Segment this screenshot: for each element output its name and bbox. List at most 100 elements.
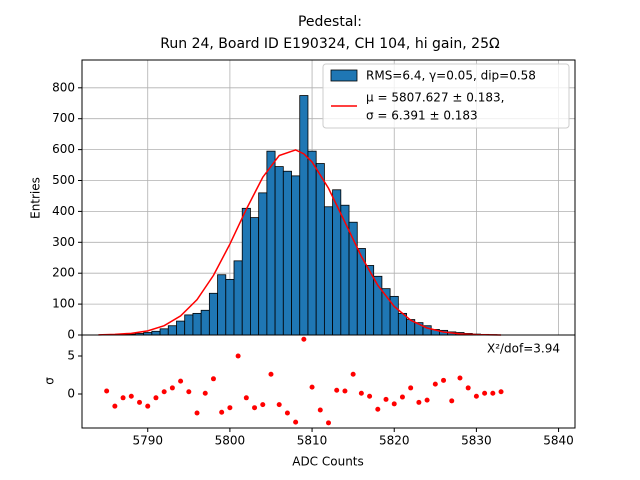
residual-point: [350, 371, 356, 377]
bar: [159, 328, 169, 336]
residual-point: [490, 390, 496, 396]
residual-point: [210, 376, 216, 382]
legend-label: μ = 5807.627 ± 0.183,: [366, 91, 504, 105]
residual-point: [202, 390, 208, 396]
chart-title: Pedestal:: [298, 14, 362, 30]
residual-point: [153, 395, 159, 401]
residual-point: [178, 378, 184, 384]
legend-label: σ = 6.391 ± 0.183: [366, 109, 478, 123]
bar: [225, 278, 235, 336]
residual-point: [120, 395, 126, 401]
residual-y-axis-label: σ: [43, 377, 57, 385]
residual-point: [342, 388, 348, 394]
y-tick-label: 700: [52, 111, 75, 125]
residual-point: [408, 385, 414, 391]
y-tick-label: 100: [52, 297, 75, 311]
bar: [250, 217, 260, 336]
residual-point: [252, 405, 258, 411]
residual-point: [334, 387, 340, 393]
residual-point: [383, 396, 389, 402]
residual-point: [441, 377, 447, 383]
residual-point: [498, 389, 504, 395]
residual-point: [260, 402, 266, 408]
bar: [151, 330, 161, 336]
bar: [217, 274, 227, 336]
legend-box: [322, 63, 570, 129]
residual-point: [145, 403, 151, 409]
residual-point: [416, 399, 422, 405]
bar: [184, 314, 194, 336]
residual-point: [169, 385, 175, 391]
residual-point: [243, 395, 249, 401]
residual-point: [457, 375, 463, 381]
residual-point: [219, 409, 225, 415]
residual-point: [317, 407, 323, 413]
residual-point: [309, 384, 315, 390]
residual-point: [375, 406, 381, 412]
residual-point: [112, 403, 118, 409]
bar: [208, 292, 218, 336]
residual-point: [104, 388, 110, 394]
bar: [167, 325, 177, 336]
residual-point: [137, 399, 143, 405]
axes-frame: [81, 334, 576, 429]
residual-point: [128, 393, 134, 399]
bar: [176, 320, 186, 336]
residual-point: [284, 410, 290, 416]
bar: [258, 192, 268, 336]
residual-point: [293, 419, 299, 425]
residual-point: [449, 398, 455, 404]
residual-point: [186, 389, 192, 395]
y-tick-label: 200: [52, 266, 75, 280]
residual-point: [276, 402, 282, 408]
bar: [323, 206, 334, 336]
y-tick-label: 600: [52, 142, 75, 156]
bar: [274, 166, 284, 336]
legend-patch: [330, 69, 358, 82]
x-tick-label: 5830: [461, 434, 492, 448]
residual-point: [235, 353, 241, 359]
residual-point: [391, 401, 397, 407]
y-tick-label: 800: [52, 80, 75, 94]
x-tick-label: 5810: [297, 434, 328, 448]
y-tick-label: 400: [52, 204, 75, 218]
bar: [233, 260, 243, 336]
residual-point: [367, 393, 373, 399]
bar: [266, 150, 276, 336]
residual-point: [326, 420, 331, 426]
y-tick-label: 5: [67, 348, 75, 362]
chart-subtitle: Run 24, Board ID E190324, CH 104, hi gai…: [160, 36, 500, 52]
bar: [340, 204, 350, 336]
residual-point: [358, 390, 364, 396]
x-tick-label: 5790: [132, 434, 163, 448]
y-tick-label: 0: [67, 328, 75, 342]
bar: [200, 309, 210, 336]
x-tick-label: 5800: [215, 434, 246, 448]
residual-point: [473, 393, 479, 399]
residual-point: [227, 405, 233, 411]
annotation: X²/dof=3.94: [487, 342, 560, 356]
residual-point: [268, 371, 274, 377]
bar: [307, 150, 317, 336]
y-tick-label: 0: [67, 387, 75, 401]
bar: [282, 170, 292, 336]
residual-point: [465, 385, 471, 391]
residual-point: [161, 389, 167, 395]
legend-label: RMS=6.4, γ=0.05, dip=0.58: [366, 69, 536, 83]
bar: [241, 207, 251, 336]
y-tick-label: 300: [52, 235, 75, 249]
x-tick-label: 5820: [379, 434, 410, 448]
residual-point: [482, 390, 488, 396]
x-tick-label: 5840: [543, 434, 574, 448]
y-axis-label: Entries: [29, 177, 43, 219]
bar: [299, 95, 309, 336]
bar: [291, 175, 301, 336]
residual-point: [301, 336, 307, 342]
x-axis-label: ADC Counts: [292, 455, 364, 469]
residual-point: [432, 381, 438, 387]
residual-point: [194, 410, 200, 416]
residual-point: [399, 394, 405, 400]
bar: [192, 312, 202, 336]
y-tick-label: 500: [52, 173, 75, 187]
